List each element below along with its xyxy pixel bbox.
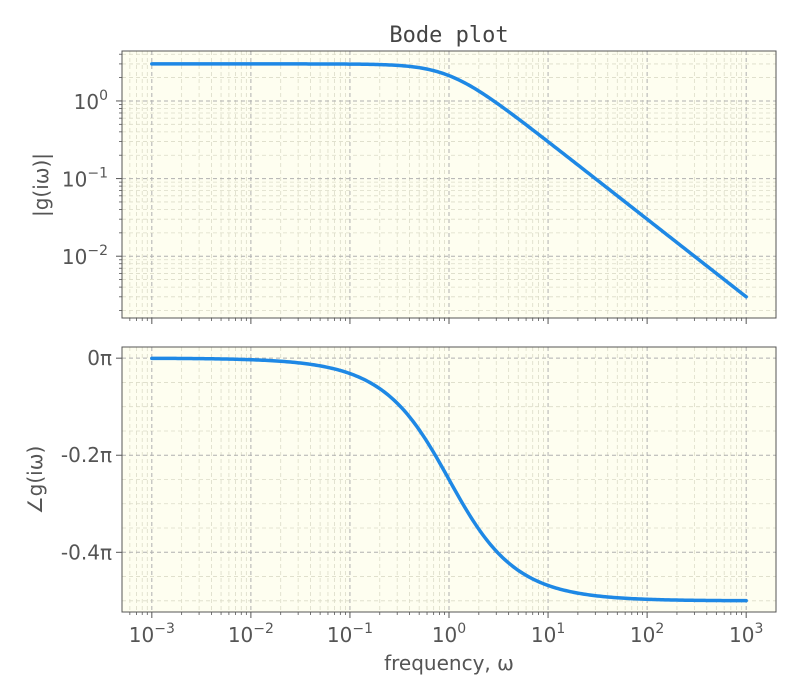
x-tick-label: 10−1 xyxy=(327,621,373,647)
x-tick-label: 10−3 xyxy=(129,621,175,647)
phase-panel: 0π -0.2π -0.4π 10−3 10−2 10−1 100 101 102 103 xyxy=(61,346,777,647)
magnitude-y-tick-label: 10−2 xyxy=(62,243,108,269)
magnitude-y-tick-label: 10−1 xyxy=(62,166,108,192)
magnitude-y-tick-label: 100 xyxy=(74,88,108,114)
magnitude-y-axis-label: |g(iω)| xyxy=(29,153,53,217)
phase-y-axis-label: ∠g(iω) xyxy=(23,446,47,515)
magnitude-panel: 100 10−1 10−2 xyxy=(62,50,777,324)
phase-y-tick-label: -0.4π xyxy=(61,540,112,564)
x-tick-label: 100 xyxy=(432,621,466,647)
phase-axes-frame xyxy=(121,346,777,613)
x-axis-label: frequency, ω xyxy=(384,651,514,675)
phase-y-tick-label: -0.2π xyxy=(61,443,112,467)
x-tick-label: 101 xyxy=(531,621,565,647)
x-tick-label: 102 xyxy=(630,621,664,647)
x-tick-label: 103 xyxy=(729,621,763,647)
magnitude-series-line xyxy=(150,62,748,299)
phase-y-tick-label: 0π xyxy=(87,346,112,370)
magnitude-axes-frame xyxy=(121,50,777,319)
x-tick-label: 10−2 xyxy=(228,621,274,647)
phase-series-line xyxy=(150,356,748,603)
chart-title: Bode plot xyxy=(389,23,508,48)
